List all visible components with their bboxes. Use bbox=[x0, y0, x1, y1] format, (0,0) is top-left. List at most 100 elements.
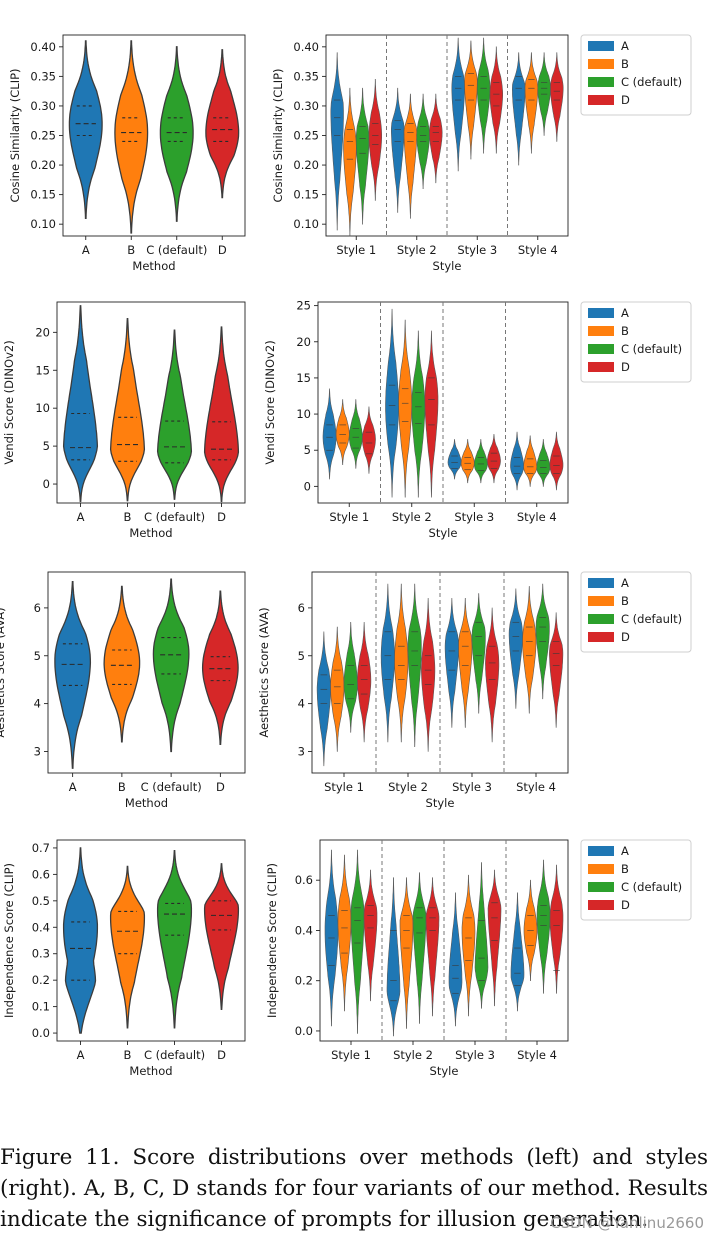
violin-d-style-3 bbox=[489, 46, 503, 154]
y-tick-label: 0.7 bbox=[32, 841, 50, 855]
x-tick-label-style-3: Style 3 bbox=[457, 243, 497, 257]
violin-a-style-2 bbox=[386, 877, 401, 1037]
y-axis-label: Aesthetics Score (AVA) bbox=[257, 607, 271, 737]
legend-label-c-default: C (default) bbox=[621, 75, 682, 89]
legend-swatch-a bbox=[588, 308, 614, 318]
violin-a-style-4 bbox=[511, 52, 526, 166]
x-axis-label: Method bbox=[129, 526, 172, 540]
violin-c-default-style-2 bbox=[411, 330, 426, 498]
x-tick-label-style-1: Style 1 bbox=[329, 510, 369, 524]
x-tick-label-style-1: Style 1 bbox=[331, 1048, 371, 1062]
violin-b-style-1 bbox=[337, 854, 352, 1012]
legend-label-d: D bbox=[621, 93, 630, 107]
violin-c-default-style-4 bbox=[536, 859, 551, 994]
violin-c-default-style-3 bbox=[474, 439, 488, 484]
x-tick-label-style-1: Style 1 bbox=[336, 243, 376, 257]
chart-panel-indep-method: 0.0 0.1 0.2 0.3 0.4 0.5 0.6 0.7 Independence Sco… bbox=[2, 839, 246, 1078]
plot-frame bbox=[56, 301, 246, 504]
violin-a-style-1 bbox=[330, 52, 344, 231]
y-tick-label: 0.15 bbox=[293, 188, 319, 202]
y-tick-label: 5 bbox=[34, 649, 41, 663]
legend-swatch-c-default bbox=[588, 882, 614, 892]
y-axis-label: Vendi Score (DINOv2) bbox=[2, 340, 16, 464]
y-tick-label: 20 bbox=[296, 335, 311, 349]
violin-d-style-2 bbox=[424, 330, 439, 498]
violin-b-style-1 bbox=[343, 87, 357, 237]
y-tick-label: 0.30 bbox=[293, 99, 319, 113]
legend-swatch-a bbox=[588, 846, 614, 856]
y-tick-label: 6 bbox=[34, 601, 41, 615]
violin-d bbox=[203, 326, 240, 503]
y-tick-label: 6 bbox=[298, 601, 305, 615]
violin-d-style-1 bbox=[357, 622, 372, 743]
y-tick-label: 0.35 bbox=[30, 69, 56, 83]
y-axis-label: Vendi Score (DINOv2) bbox=[263, 340, 277, 464]
legend-label-b: B bbox=[621, 594, 629, 608]
violin-a-style-2 bbox=[391, 87, 405, 213]
legend-label-a: A bbox=[621, 576, 629, 590]
y-tick-label: 0.3 bbox=[32, 947, 50, 961]
x-tick-label-style-2: Style 2 bbox=[397, 243, 437, 257]
violin-b-style-3 bbox=[458, 598, 473, 728]
y-tick-label: 0.5 bbox=[32, 894, 50, 908]
violin-b-style-3 bbox=[461, 874, 476, 1017]
y-axis-label: Cosine Similarity (CLIP) bbox=[271, 68, 285, 202]
legend-label-a: A bbox=[621, 844, 629, 858]
legend-swatch-d bbox=[588, 362, 614, 372]
y-tick-label: 15 bbox=[35, 363, 50, 377]
y-tick-label: 0.4 bbox=[32, 920, 50, 934]
chart-panel-vendi-style: 0 5 10 15 20 25 Vendi Score (DINOv2) Style 1 Sty… bbox=[263, 299, 692, 540]
y-tick-label: 10 bbox=[35, 401, 50, 415]
violin-d-style-3 bbox=[485, 607, 500, 743]
x-tick-label-style-2: Style 2 bbox=[388, 780, 428, 794]
violin-c-default-style-1 bbox=[350, 849, 365, 1034]
violin-c-default-style-3 bbox=[474, 862, 489, 1009]
x-tick-label-d: D bbox=[217, 1048, 226, 1062]
legend-label-d: D bbox=[621, 630, 630, 644]
y-tick-label: 0.4 bbox=[295, 923, 313, 937]
violin-b-style-4 bbox=[523, 435, 538, 487]
violin-b-style-2 bbox=[399, 877, 414, 1029]
violin-c-default bbox=[159, 46, 194, 222]
y-tick-label: 20 bbox=[35, 325, 50, 339]
violin-b bbox=[114, 40, 149, 234]
legend-label-c-default: C (default) bbox=[621, 342, 682, 356]
chart-panel-ava-method: 3 4 5 6 Aesthetics Score (AVA) A B C (default) D… bbox=[0, 571, 246, 810]
violin-d-style-4 bbox=[549, 431, 564, 491]
y-tick-label: 3 bbox=[298, 744, 305, 758]
legend-label-b: B bbox=[621, 862, 629, 876]
y-tick-label: 4 bbox=[34, 697, 41, 711]
x-tick-label-a: A bbox=[69, 780, 77, 794]
y-tick-label: 0.35 bbox=[293, 69, 319, 83]
violin-c-default-style-2 bbox=[412, 872, 427, 1024]
legend-label-c-default: C (default) bbox=[621, 612, 682, 626]
x-tick-label-style-2: Style 2 bbox=[393, 1048, 433, 1062]
chart-panel-ava-style: 3 4 5 6 Aesthetics Score (AVA) Style 1 Style 2… bbox=[257, 571, 692, 810]
y-tick-label: 0.10 bbox=[293, 217, 319, 231]
legend-swatch-c-default bbox=[588, 77, 614, 87]
y-tick-label: 0.2 bbox=[32, 973, 50, 987]
violin-c-default-style-3 bbox=[471, 593, 486, 714]
x-tick-label-style-3: Style 3 bbox=[452, 780, 492, 794]
legend-swatch-b bbox=[588, 326, 614, 336]
violin-a-style-2 bbox=[380, 583, 395, 743]
chart-panel-vendi-method: 0 5 10 15 20 Vendi Score (DINOv2) A B C (default… bbox=[2, 301, 246, 540]
x-axis-label: Style bbox=[433, 259, 462, 273]
y-tick-label: 3 bbox=[34, 744, 41, 758]
violin-b-style-2 bbox=[403, 93, 418, 219]
legend-swatch-c-default bbox=[588, 344, 614, 354]
violin-b bbox=[103, 585, 141, 743]
x-axis-label: Style bbox=[430, 1064, 459, 1078]
x-tick-label-b: B bbox=[124, 1048, 132, 1062]
violin-d-style-1 bbox=[368, 79, 382, 201]
violin-a-style-3 bbox=[448, 892, 463, 1027]
x-axis-label: Method bbox=[132, 259, 175, 273]
y-axis-label: Independence Score (CLIP) bbox=[2, 863, 16, 1018]
x-tick-label-style-1: Style 1 bbox=[324, 780, 364, 794]
x-tick-label-a: A bbox=[82, 243, 90, 257]
violin-a-style-4 bbox=[510, 892, 525, 1012]
violin-d-style-1 bbox=[363, 869, 378, 1002]
x-tick-label-c-default: C (default) bbox=[146, 243, 207, 257]
legend-swatch-a bbox=[588, 41, 614, 51]
y-tick-label: 5 bbox=[304, 443, 311, 457]
